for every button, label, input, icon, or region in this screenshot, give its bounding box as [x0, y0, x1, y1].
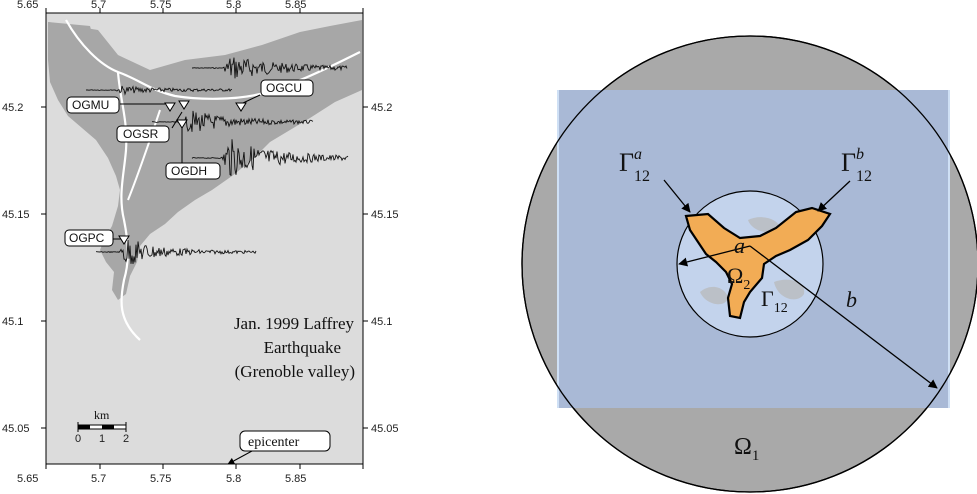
station-label-ogsr-text: OGSR — [123, 127, 159, 141]
x-tick-top-0: 5.65 — [17, 0, 38, 11]
y-tick-right-0: 45.2 — [371, 102, 392, 114]
x-tick-top-3: 5.8 — [226, 0, 241, 11]
scale-label-2: 2 — [123, 433, 129, 445]
river-branch — [127, 109, 161, 201]
valley-north-arm — [48, 22, 95, 60]
seismogram-ogpc — [96, 239, 257, 265]
x-tick-top-4: 5.85 — [285, 0, 306, 11]
station-ogcu-triangle — [235, 102, 247, 112]
radius-b-arrow — [749, 245, 938, 389]
label-omega1: Ω1 — [734, 434, 759, 464]
map-panel: 5.65 5.7 5.75 5.8 5.85 5.65 5.7 5.75 5.8… — [2, 0, 399, 485]
station-label-ogdh-text: OGDH — [171, 164, 207, 178]
station-ogmu-triangle — [164, 102, 176, 112]
basin-shadow-top — [748, 217, 780, 233]
x-tick-bottom-2: 5.75 — [150, 473, 171, 485]
basin-omega2 — [684, 206, 832, 320]
station-label-ogpc-text: OGPC — [69, 231, 105, 245]
gamma-a-arrow — [663, 179, 691, 213]
domain-diagram: Γa 12 Γb 12 a Ω2 Γ12 b Ω1 — [521, 35, 977, 493]
x-tick-bottom-0: 5.65 — [17, 473, 38, 485]
label-a: a — [734, 233, 745, 258]
y-tick-left-0: 45.2 — [2, 102, 23, 114]
station-ogpc-triangle — [118, 235, 130, 245]
station-label-ogpc: OGPC — [64, 229, 114, 247]
basin-shadow-left — [700, 286, 728, 305]
y-tick-left-2: 45.1 — [2, 316, 23, 328]
label-gamma-b: Γb 12 — [841, 146, 872, 185]
station-label-ogcu-text: OGCU — [266, 81, 302, 95]
station-label-ogdh: OGDH — [165, 162, 221, 180]
scale-label-1: 1 — [99, 433, 105, 445]
x-tick-bottom-3: 5.8 — [226, 473, 241, 485]
seismogram-ogdh — [191, 139, 349, 177]
map-caption-line-1: Jan. 1999 Laffrey — [234, 314, 355, 333]
label-gamma12: Γ12 — [761, 286, 788, 316]
station-label-ogmu: OGMU — [66, 96, 120, 114]
epicenter-label: epicenter — [248, 435, 300, 450]
gamma-b-arrow — [817, 180, 851, 212]
y-tick-right-1: 45.15 — [371, 209, 399, 221]
y-tick-left-3: 45.05 — [2, 423, 30, 435]
station-leader-lines — [113, 94, 261, 240]
radius-a-arrow — [678, 245, 751, 267]
x-tick-top-2: 5.75 — [150, 0, 171, 11]
station-label-ogsr: OGSR — [116, 125, 170, 143]
scale-unit: km — [94, 408, 110, 422]
station-ogdh-triangle — [176, 119, 188, 129]
basin-shadow-right — [774, 279, 805, 300]
river-drac — [116, 71, 141, 341]
label-b: b — [846, 287, 857, 312]
station-label-ogmu-text: OGMU — [72, 98, 109, 112]
map-ticks — [41, 8, 368, 469]
scale-label-0: 0 — [75, 433, 81, 445]
label-gamma-a: Γa 12 — [619, 146, 650, 185]
label-omega2: Ω2 — [727, 263, 750, 293]
outer-boundary — [521, 35, 977, 493]
y-tick-right-2: 45.1 — [371, 316, 392, 328]
map-caption-line-2: Earthquake — [264, 338, 341, 357]
x-tick-top-1: 5.7 — [91, 0, 106, 11]
station-markers — [118, 100, 247, 245]
scale-bar: km 0 1 2 — [75, 408, 129, 445]
epicenter-callout: epicenter — [227, 430, 331, 465]
map-caption-line-3: (Grenoble valley) — [235, 362, 355, 381]
y-tick-right-3: 45.05 — [371, 423, 399, 435]
station-label-ogcu: OGCU — [260, 79, 314, 97]
x-tick-bottom-4: 5.85 — [285, 473, 306, 485]
y-tick-left-1: 45.15 — [2, 209, 30, 221]
x-tick-bottom-1: 5.7 — [91, 473, 106, 485]
seismogram-ogmu — [85, 85, 233, 96]
seismogram-ogcu — [192, 57, 348, 79]
station-ogsr-triangle — [178, 100, 190, 110]
